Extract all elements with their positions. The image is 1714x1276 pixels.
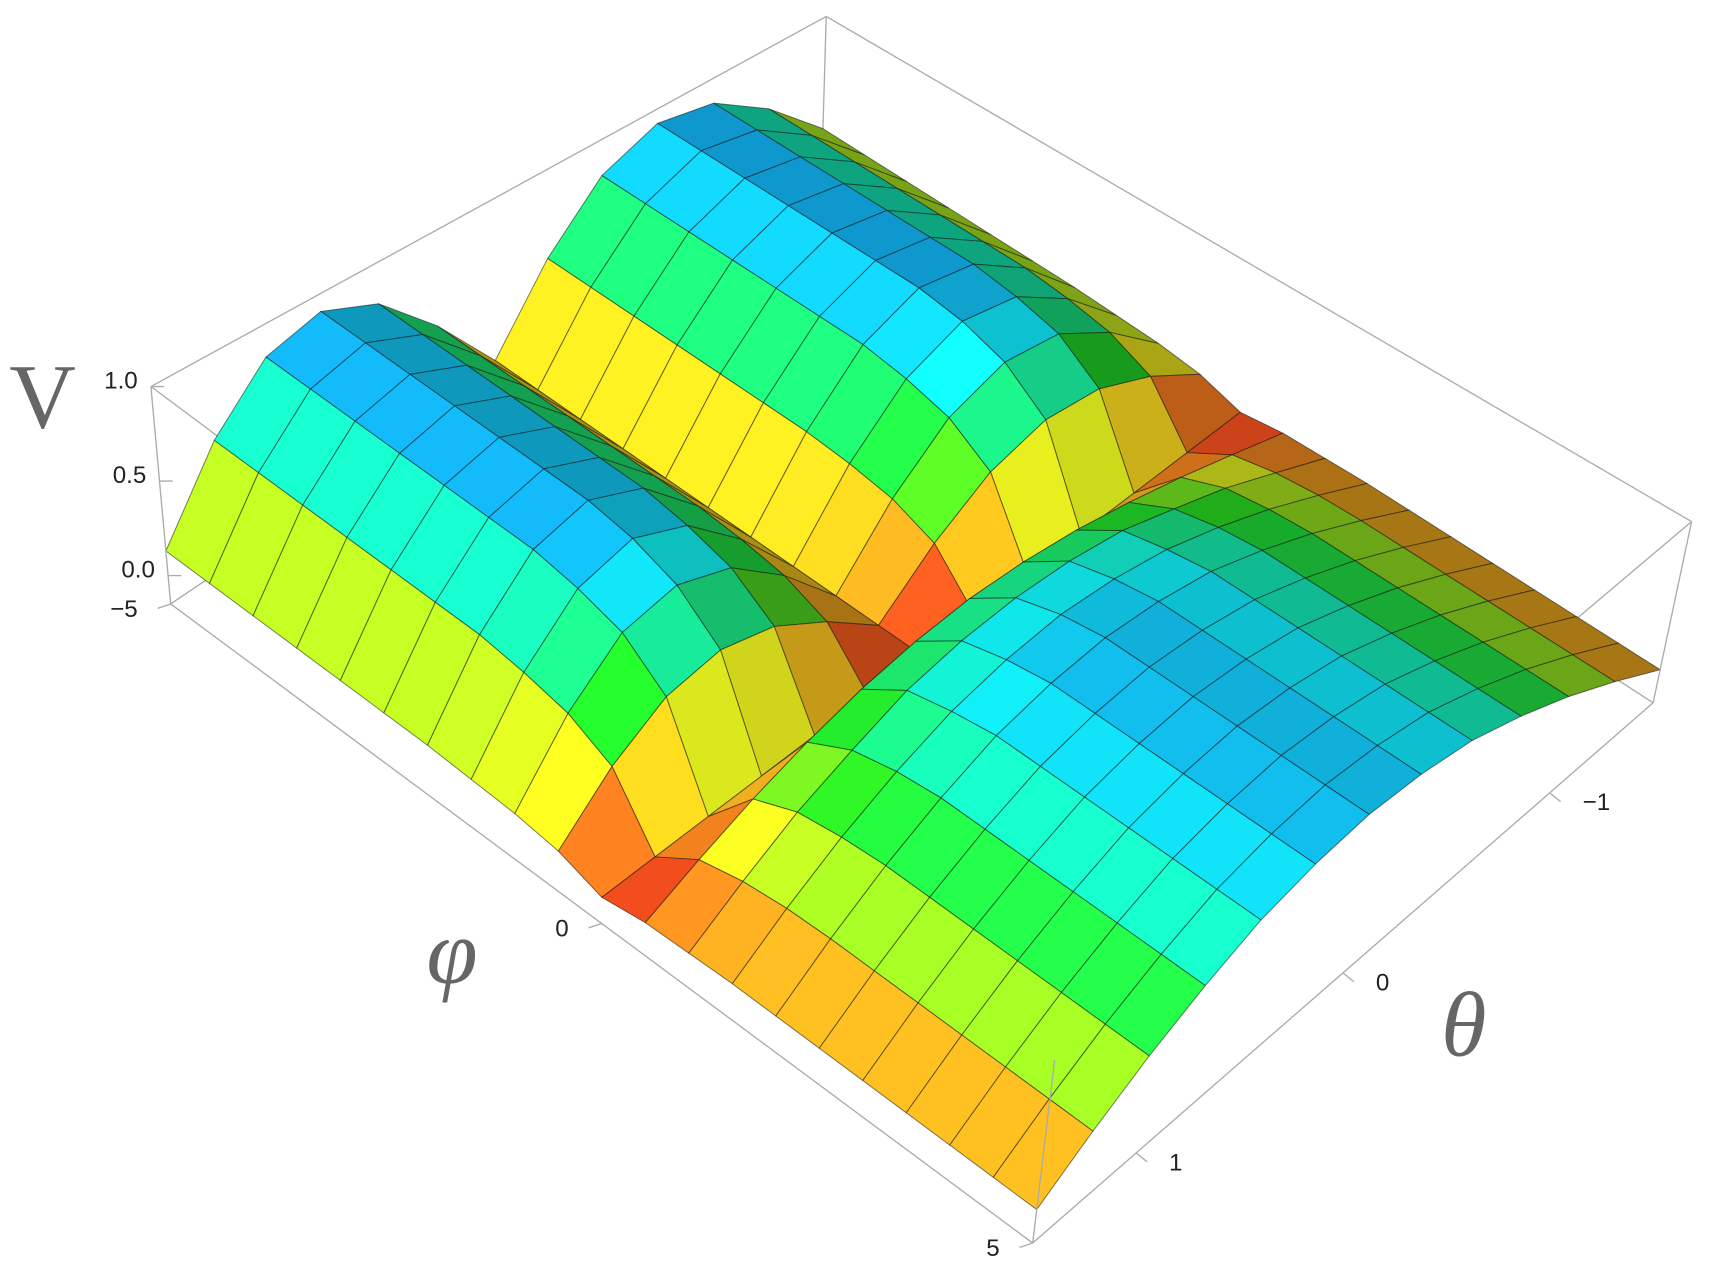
z-axis-label: V	[9, 345, 76, 447]
y-axis-label: θ	[1441, 974, 1486, 1076]
y-tick-label: 1	[1169, 1149, 1182, 1176]
x-tick	[1019, 1242, 1033, 1249]
x-axis-label: φ	[427, 901, 478, 1003]
y-tick	[1135, 1152, 1148, 1163]
box-edge	[825, 15, 1692, 523]
z-tick-label: 0.0	[121, 557, 155, 584]
z-tick-label: 1.0	[104, 368, 138, 395]
x-tick-label: 0	[555, 915, 568, 942]
y-tick	[1342, 972, 1355, 983]
x-tick	[588, 922, 602, 929]
box-edge	[150, 386, 172, 605]
x-tick-label: −5	[110, 596, 138, 623]
y-tick	[1549, 792, 1562, 803]
z-tick-label: 0.5	[113, 462, 147, 489]
box-edge	[1032, 1059, 1056, 1244]
x-tick	[157, 603, 171, 609]
x-tick-label: 5	[986, 1235, 999, 1262]
box-edge	[150, 15, 827, 388]
box-edge	[1652, 521, 1693, 703]
y-tick-label: 0	[1376, 969, 1389, 996]
y-tick-label: −1	[1583, 789, 1611, 816]
